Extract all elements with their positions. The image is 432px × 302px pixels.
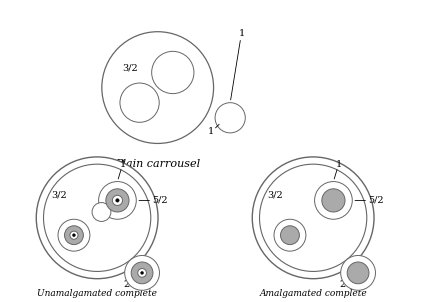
Text: 1: 1 [207, 127, 214, 136]
Text: 2: 2 [339, 280, 345, 289]
Text: 3/2: 3/2 [267, 190, 283, 199]
Circle shape [152, 51, 194, 94]
Circle shape [58, 219, 90, 251]
Text: Unamalgamated complete: Unamalgamated complete [37, 288, 157, 297]
Circle shape [131, 262, 153, 284]
Text: 1: 1 [120, 160, 127, 169]
Circle shape [92, 203, 111, 221]
Circle shape [112, 195, 123, 205]
Circle shape [347, 262, 369, 284]
Circle shape [120, 83, 159, 122]
Circle shape [116, 199, 119, 202]
Text: Plain carrousel: Plain carrousel [115, 159, 200, 169]
Circle shape [215, 103, 245, 133]
Circle shape [341, 255, 375, 290]
Circle shape [125, 255, 159, 290]
Circle shape [70, 231, 78, 239]
Text: 1: 1 [239, 29, 245, 38]
Text: 5/2: 5/2 [368, 196, 384, 205]
Text: 3/2: 3/2 [51, 190, 67, 199]
Text: 5/2: 5/2 [152, 196, 168, 205]
Circle shape [314, 182, 352, 219]
Circle shape [73, 234, 76, 237]
Circle shape [102, 32, 213, 143]
Circle shape [98, 182, 136, 219]
Circle shape [274, 219, 306, 251]
Text: 2: 2 [123, 280, 129, 289]
Circle shape [280, 226, 299, 245]
Circle shape [106, 189, 129, 212]
Circle shape [36, 157, 158, 279]
Circle shape [141, 271, 143, 274]
Circle shape [138, 268, 146, 277]
Circle shape [64, 226, 83, 245]
Text: 1: 1 [336, 160, 343, 169]
Text: Amalgamated complete: Amalgamated complete [259, 288, 367, 297]
Text: 3/2: 3/2 [123, 63, 138, 72]
Circle shape [322, 189, 345, 212]
Circle shape [44, 164, 151, 271]
Circle shape [260, 164, 367, 271]
Circle shape [252, 157, 374, 279]
